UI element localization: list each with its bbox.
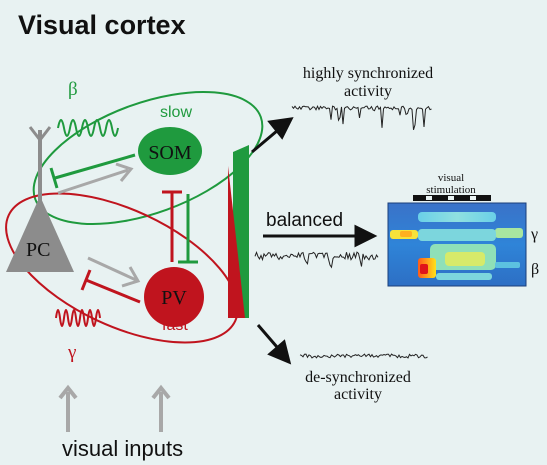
beta-symbol: β: [68, 79, 78, 100]
synchronized-label-line1: highly synchronized: [303, 65, 433, 82]
pc-to-som-excitation: [57, 162, 134, 195]
spectrogram-gamma-label: γ: [530, 226, 538, 243]
diagram-title: Visual cortex: [18, 10, 186, 40]
pv-cell: [144, 267, 204, 327]
pyramidal-cell-icon: [6, 126, 74, 272]
gamma-symbol: γ: [67, 342, 76, 363]
pv-balance-wedge: [228, 166, 245, 318]
balanced-trace: [254, 250, 379, 269]
som-cell: [138, 127, 202, 175]
som-to-pv-inhibition: [178, 194, 198, 264]
visual-inputs-label: visual inputs: [62, 436, 183, 461]
pc-label: PC: [26, 239, 50, 261]
desynchronized-trace: [299, 353, 428, 359]
pv-circuit-ellipse: [5, 192, 239, 344]
visual-input-arrow-left: [58, 384, 78, 432]
gamma-oscillation-icon: [55, 309, 101, 327]
arrow-to-synchronized: [251, 117, 294, 154]
slow-label: slow: [160, 104, 192, 121]
stimulation-label-line2: stimulation: [426, 184, 476, 196]
spectrogram: [387, 202, 527, 287]
pv-to-som-inhibition: [162, 190, 182, 262]
som-to-pc-inhibition: [49, 153, 136, 189]
stimulation-bar: [413, 195, 491, 201]
stimulation-label-line1: visual: [438, 172, 464, 184]
pc-to-pv-excitation: [87, 256, 141, 288]
desynchronized-label-line2: activity: [334, 386, 382, 403]
spectrogram-beta-label: β: [531, 261, 539, 278]
som-circuit-ellipse: [32, 91, 264, 225]
visual-input-arrow-right: [151, 384, 171, 432]
synchronized-trace: [291, 104, 432, 130]
arrow-to-balanced: [263, 224, 378, 248]
desynchronized-label-line1: de-synchronized: [305, 369, 411, 386]
arrow-to-desynchronized: [256, 324, 292, 365]
pv-to-pc-inhibition: [80, 269, 141, 304]
beta-oscillation-icon: [57, 119, 119, 137]
synchronized-label-line2: activity: [344, 83, 392, 100]
som-label: SOM: [148, 142, 192, 164]
pv-label: PV: [161, 287, 187, 309]
balanced-label: balanced: [266, 210, 343, 231]
